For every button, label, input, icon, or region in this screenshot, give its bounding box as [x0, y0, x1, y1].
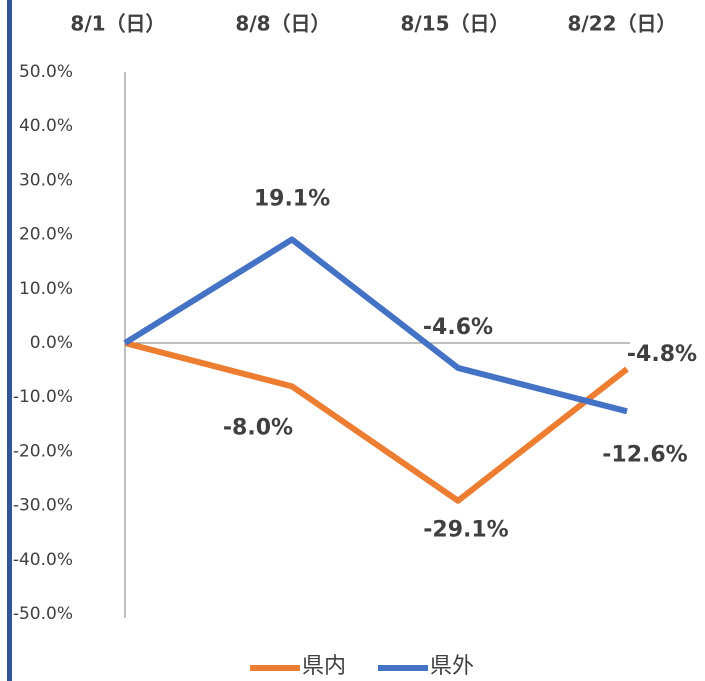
y-tick-label: -10.0% — [13, 387, 73, 407]
data-label: -8.0% — [223, 415, 293, 440]
y-tick-label: -30.0% — [13, 496, 73, 516]
series-line — [124, 340, 629, 504]
y-tick-label: 20.0% — [19, 225, 73, 245]
y-tick-label: 50.0% — [19, 62, 73, 82]
x-tick-label: 8/1（日） — [70, 12, 165, 36]
y-tick-label: 30.0% — [19, 170, 73, 190]
y-tick-label: -20.0% — [13, 441, 73, 461]
data-label: 19.1% — [254, 186, 330, 211]
x-tick-label: 8/15（日） — [400, 12, 509, 36]
y-tick-label: 10.0% — [19, 279, 73, 299]
x-tick-label: 8/22（日） — [567, 12, 676, 36]
data-label: -29.1% — [423, 518, 508, 543]
y-tick-label: 40.0% — [19, 116, 73, 136]
data-label: -4.8% — [627, 342, 697, 367]
y-tick-label: 0.0% — [30, 333, 73, 353]
y-tick-label: -50.0% — [13, 604, 73, 624]
data-label: -12.6% — [602, 442, 687, 467]
x-tick-label: 8/8（日） — [235, 12, 330, 36]
legend-label: 県外 — [430, 654, 474, 679]
data-label: -4.6% — [423, 315, 493, 340]
side-bar — [7, 0, 12, 681]
y-tick-label: -40.0% — [13, 550, 73, 570]
legend-label: 県内 — [302, 654, 346, 679]
series-line — [123, 236, 628, 415]
